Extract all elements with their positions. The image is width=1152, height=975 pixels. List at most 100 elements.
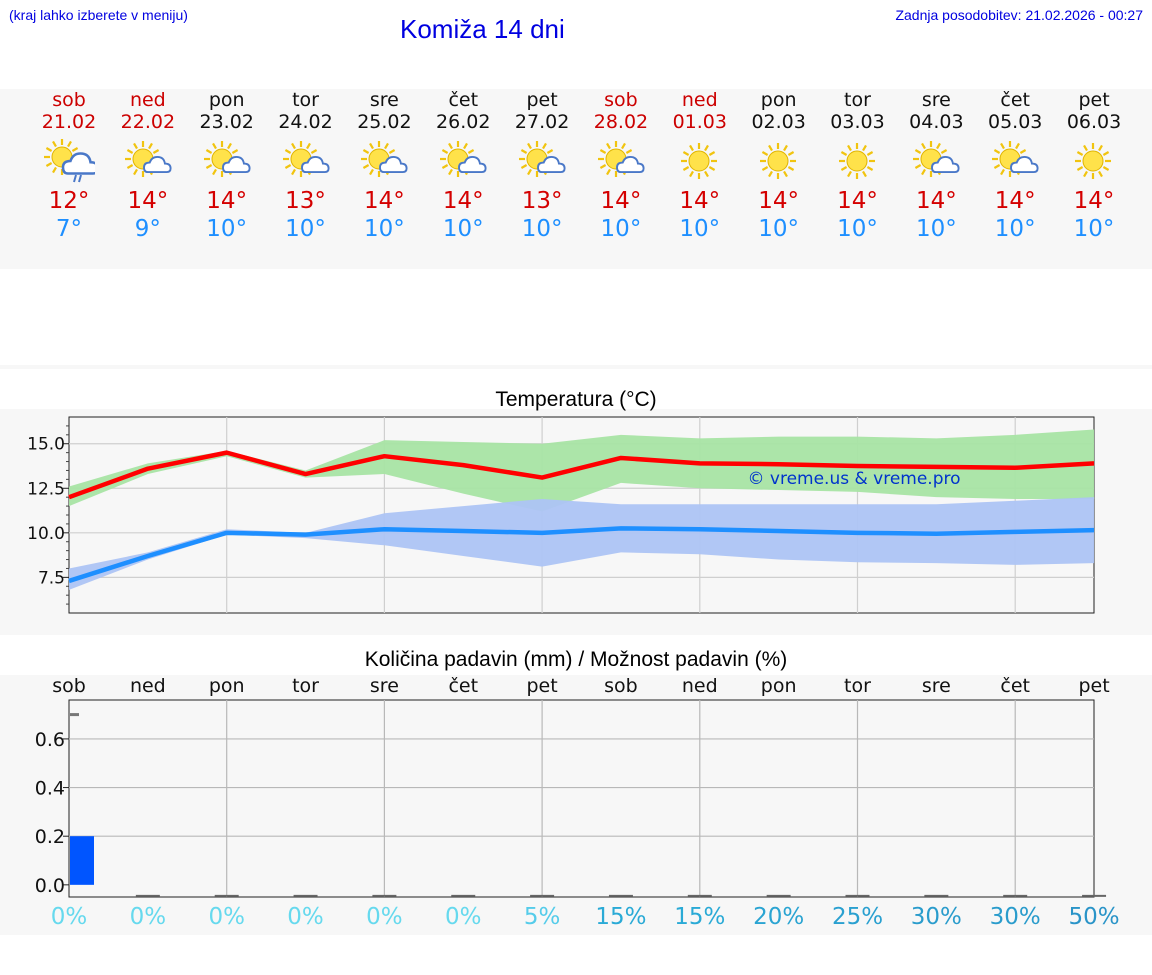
sun-cloud-icon xyxy=(345,137,423,187)
day-name: pon xyxy=(760,89,797,111)
location-hint: (kraj lahko izberete v meniju) xyxy=(9,7,188,23)
x-category-label: tor xyxy=(844,675,871,697)
day-name: tor xyxy=(292,89,319,111)
min-temperature: 10° xyxy=(679,216,721,242)
y-tick-label: 0.2 xyxy=(35,826,65,848)
precipitation-probability: 0% xyxy=(366,904,403,930)
min-temperature: 10° xyxy=(521,216,563,242)
precipitation-probability: 20% xyxy=(753,904,805,930)
plot-area xyxy=(68,699,1095,898)
y-tick-label: 0.6 xyxy=(35,729,65,751)
precipitation-probability: 30% xyxy=(910,904,962,930)
min-temperature: 10° xyxy=(1073,216,1115,242)
min-temperature: 7° xyxy=(55,216,83,242)
precipitation-probability: 50% xyxy=(1068,904,1120,930)
x-category-label: sob xyxy=(52,675,86,697)
day-name: ned xyxy=(129,89,166,111)
x-category-label: sre xyxy=(370,675,399,697)
max-temperature: 14° xyxy=(758,188,800,214)
min-temperature-line xyxy=(68,526,1095,584)
day-column: pon 23.02 14° 10° xyxy=(188,89,266,243)
day-name: pet xyxy=(1078,89,1110,111)
sun-cloud-icon xyxy=(267,137,345,187)
day-date: 26.02 xyxy=(436,111,491,133)
sun-cloud-icon xyxy=(503,137,581,187)
x-category-label: pet xyxy=(526,675,557,697)
x-category-label: čet xyxy=(1000,675,1030,697)
min-temperature: 10° xyxy=(442,216,484,242)
precipitation-probability: 0% xyxy=(129,904,167,930)
x-category-label: sob xyxy=(604,675,638,697)
max-temperature-line xyxy=(68,450,1095,500)
day-column: pon 02.03 14° 10° xyxy=(740,89,818,243)
day-name: sob xyxy=(604,89,638,111)
day-date: 21.02 xyxy=(41,111,97,133)
day-date: 24.02 xyxy=(278,111,333,133)
day-date: 28.02 xyxy=(593,111,649,133)
day-column: sre 25.02 14° 10° xyxy=(345,89,423,243)
max-temperature: 14° xyxy=(994,188,1036,214)
min-temperature: 10° xyxy=(915,216,957,242)
max-temperature: 12° xyxy=(48,188,90,214)
day-date: 01.03 xyxy=(672,111,727,133)
day-name: sob xyxy=(52,89,86,111)
precipitation-bar xyxy=(70,836,94,885)
y-tick-label: 15.0 xyxy=(27,435,65,455)
day-column: ned 22.02 14° 9° xyxy=(109,89,187,243)
x-category-label: pet xyxy=(1078,675,1109,697)
precipitation-probability: 5% xyxy=(523,904,561,930)
precipitation-probability: 0% xyxy=(208,904,245,930)
day-column: pet 27.02 13° 10° xyxy=(503,89,581,243)
max-temperature: 14° xyxy=(442,188,484,214)
precipitation-probability: 0% xyxy=(287,904,324,930)
day-name: sre xyxy=(921,89,951,111)
y-tick-label: 0.0 xyxy=(35,875,65,897)
max-temperature: 14° xyxy=(915,188,957,214)
last-updated: Zadnja posodobitev: 21.02.2026 - 00:27 xyxy=(895,7,1143,23)
day-date: 03.03 xyxy=(830,111,885,133)
y-tick-label: 7.5 xyxy=(38,568,65,588)
y-tick-label: 0.4 xyxy=(35,778,65,800)
min-temperature: 10° xyxy=(206,216,248,242)
day-name: tor xyxy=(844,89,871,111)
max-temperature: 14° xyxy=(1073,188,1115,214)
day-name: čet xyxy=(448,89,479,111)
y-tick-label: 12.5 xyxy=(27,479,65,499)
chart-watermark: © vreme.us & vreme.pro xyxy=(747,469,960,489)
day-column: sob 21.02 12° 7° xyxy=(30,89,108,243)
y-tick-label: 10.0 xyxy=(27,524,65,544)
sun-cloud-rain-icon xyxy=(30,137,108,187)
day-date: 25.02 xyxy=(357,111,412,133)
max-temperature: 13° xyxy=(285,188,326,214)
x-category-label: sre xyxy=(922,675,951,697)
page-title: Komiža 14 dni xyxy=(400,14,565,44)
day-column: čet 05.03 14° 10° xyxy=(976,89,1054,243)
x-category-label: pon xyxy=(209,675,245,697)
day-column: tor 24.02 13° 10° xyxy=(267,89,345,243)
sun-cloud-icon xyxy=(976,137,1054,187)
min-temperature: 9° xyxy=(134,216,161,242)
max-temperature: 13° xyxy=(521,188,563,214)
day-column: tor 03.03 14° 10° xyxy=(819,89,897,243)
day-column: sre 04.03 14° 10° xyxy=(897,89,975,243)
daily-forecast-strip xyxy=(0,89,1152,269)
x-category-label: čet xyxy=(448,675,478,697)
sun-icon xyxy=(661,137,739,187)
precipitation-probability: 0% xyxy=(445,904,482,930)
temperature-chart: 7.5 10.0 12.5 15.0 © vreme.us & vreme.pro xyxy=(27,416,1095,614)
precipitation-probability: 15% xyxy=(595,904,647,930)
min-temperature-range-band xyxy=(69,497,1095,590)
day-name: ned xyxy=(681,89,718,111)
separator xyxy=(0,365,1152,369)
day-date: 05.03 xyxy=(987,111,1043,133)
max-temperature: 14° xyxy=(206,188,248,214)
min-temperature: 10° xyxy=(837,216,878,242)
day-name: pet xyxy=(526,89,558,111)
day-column: čet 26.02 14° 10° xyxy=(424,89,502,243)
x-category-label: pon xyxy=(761,675,797,697)
day-date: 04.03 xyxy=(909,111,964,133)
sun-icon xyxy=(819,137,897,187)
sun-cloud-icon xyxy=(109,137,187,187)
min-temperature: 10° xyxy=(994,216,1036,242)
temperature-chart-title: Temperatura (°C) xyxy=(495,388,657,411)
